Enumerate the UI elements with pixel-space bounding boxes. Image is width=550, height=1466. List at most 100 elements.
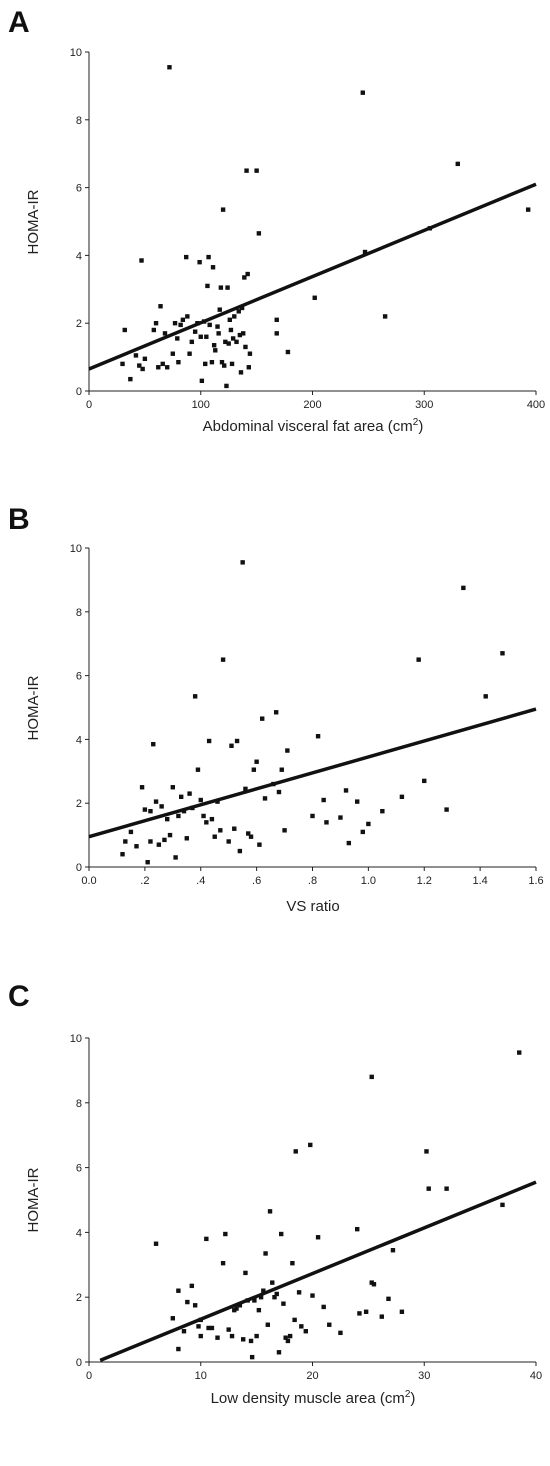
data-point <box>120 361 125 367</box>
data-point <box>237 848 243 854</box>
data-point <box>160 361 165 367</box>
x-tick-label: 0 <box>86 399 92 411</box>
data-point <box>181 1329 187 1334</box>
data-point <box>211 343 217 348</box>
data-point <box>424 1149 429 1154</box>
data-point <box>380 808 385 814</box>
y-tick-label: 0 <box>76 386 82 398</box>
x-axis-title: Abdominal visceral fat area (cm2) <box>203 417 424 435</box>
data-point <box>232 1307 237 1313</box>
data-point <box>234 1306 239 1311</box>
data-point <box>338 815 343 820</box>
data-point <box>483 694 488 699</box>
data-point <box>218 828 223 833</box>
data-point <box>225 285 230 290</box>
data-point <box>299 1324 304 1329</box>
data-point <box>382 314 388 319</box>
data-point <box>517 1050 522 1055</box>
data-point <box>310 1293 315 1298</box>
data-point <box>258 1295 264 1300</box>
data-point <box>229 1333 235 1339</box>
y-axis-title: HOMA-IR <box>25 189 42 254</box>
data-point <box>165 365 170 370</box>
data-point <box>198 797 203 803</box>
data-point <box>346 840 352 846</box>
data-point <box>422 778 427 784</box>
data-point <box>525 207 531 212</box>
data-point <box>148 839 153 844</box>
x-tick-label: 300 <box>415 399 433 411</box>
data-point <box>218 285 224 290</box>
data-point <box>500 1202 505 1208</box>
data-point <box>172 321 178 326</box>
data-point <box>153 321 159 326</box>
data-point <box>197 259 202 265</box>
data-point <box>209 816 215 822</box>
data-point <box>357 1311 362 1316</box>
data-point <box>362 249 368 255</box>
data-point <box>241 1337 246 1342</box>
y-tick-label: 2 <box>76 318 82 330</box>
data-point <box>205 283 210 289</box>
data-point <box>185 1299 190 1305</box>
data-point <box>303 1329 308 1334</box>
y-tick-label: 2 <box>76 798 82 810</box>
data-point <box>198 1333 203 1339</box>
data-point <box>237 1303 243 1308</box>
data-point <box>192 329 198 334</box>
data-point <box>321 797 326 803</box>
data-point <box>184 836 189 841</box>
data-point <box>133 353 139 358</box>
data-point <box>206 254 211 260</box>
data-point <box>285 349 291 355</box>
data-point <box>219 359 225 365</box>
data-point <box>283 1335 288 1340</box>
y-tick-label: 4 <box>76 250 82 262</box>
data-point <box>292 1317 297 1323</box>
data-point <box>241 331 246 336</box>
x-axis-title: VS ratio <box>286 898 339 915</box>
data-point <box>209 359 215 365</box>
data-point <box>265 1322 270 1327</box>
data-point <box>198 334 203 339</box>
data-point <box>312 295 317 300</box>
y-axis-title: HOMA-IR <box>25 675 42 740</box>
data-point <box>234 339 239 345</box>
data-point <box>204 334 209 339</box>
data-point <box>315 1235 321 1240</box>
data-point <box>185 314 190 319</box>
x-tick-label: 30 <box>418 1370 430 1382</box>
x-tick-label: 10 <box>195 1370 207 1382</box>
data-point <box>192 694 198 699</box>
data-point <box>223 1231 228 1237</box>
data-point <box>220 207 226 212</box>
regression-line <box>99 1180 537 1362</box>
data-point <box>262 796 268 801</box>
data-point <box>162 837 167 843</box>
data-point <box>263 1251 268 1256</box>
data-point <box>248 834 254 839</box>
data-point <box>252 1298 257 1303</box>
data-point <box>153 799 159 804</box>
data-point <box>232 314 237 319</box>
data-point <box>285 748 290 753</box>
x-tick-label: 1.4 <box>472 875 487 887</box>
data-point <box>230 336 236 341</box>
panel-b: B 0 2 4 6 8 10 0.0 .2 .4 .6 .8 1.0 1.2 1.4 1.6 HOMA-IR VS… <box>8 503 544 915</box>
data-point <box>123 839 128 844</box>
x-tick-label: .6 <box>252 875 261 887</box>
data-point <box>416 657 421 662</box>
data-point <box>167 65 172 70</box>
data-point <box>178 794 184 800</box>
data-point <box>371 1282 377 1287</box>
data-point <box>244 168 249 173</box>
data-point <box>254 168 259 173</box>
data-point <box>369 1280 374 1285</box>
data-point <box>276 789 282 795</box>
data-point <box>227 317 233 323</box>
y-tick-label: 0 <box>76 862 82 874</box>
panel-letter: C <box>8 980 30 1013</box>
data-point <box>461 585 466 591</box>
data-point <box>212 834 217 839</box>
data-point <box>220 1260 226 1266</box>
